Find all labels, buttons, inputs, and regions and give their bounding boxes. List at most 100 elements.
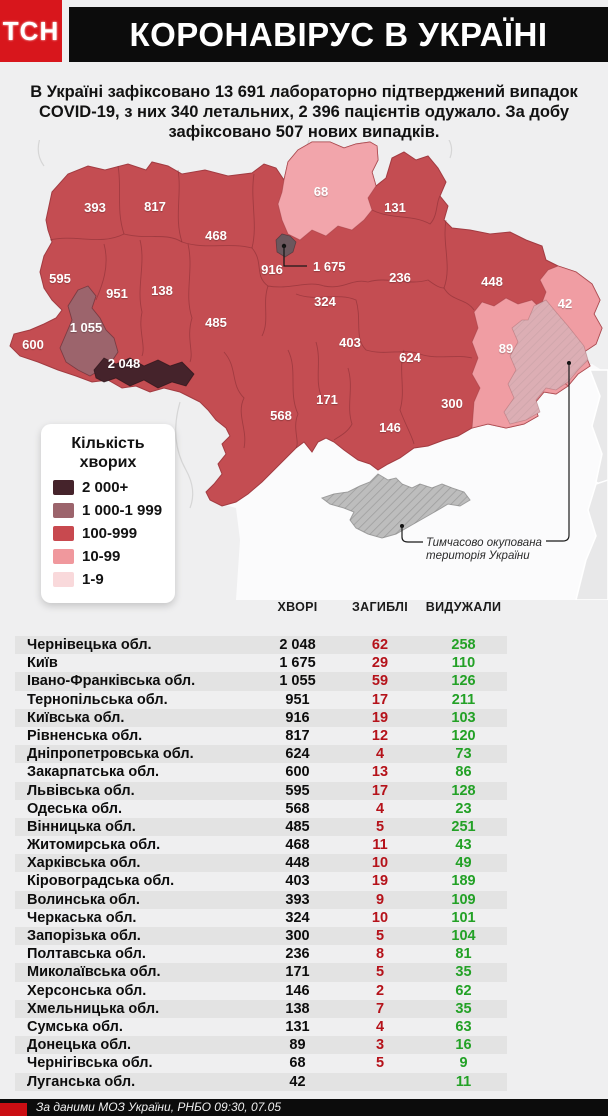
cell-sick: 138 <box>285 1000 310 1017</box>
table-header-sick: ХВОРІ <box>277 600 318 614</box>
legend-swatch <box>53 549 74 564</box>
cell-dead: 59 <box>371 673 389 690</box>
cell-region: Дніпропетровська обл. <box>27 746 194 763</box>
cell-dead: 19 <box>371 873 389 890</box>
occupied-note-line2: територія України <box>426 550 530 562</box>
cell-region: Полтавська обл. <box>27 946 146 963</box>
table-row: Херсонська обл. 146 2 62 <box>15 982 507 1000</box>
table-row: Івано-Франківська обл. 1 055 59 126 <box>15 672 507 691</box>
cell-recovered: 258 <box>451 637 476 653</box>
region-value-volynska: 393 <box>84 200 106 215</box>
cell-region: Рівненська обл. <box>27 727 143 744</box>
cell-sick: 131 <box>285 1018 310 1035</box>
table-header-recovered: ВИДУЖАЛИ <box>425 600 502 614</box>
cell-recovered: 110 <box>451 655 476 672</box>
cell-sick: 146 <box>285 982 310 999</box>
cell-sick: 2 048 <box>279 637 316 653</box>
cell-dead: 4 <box>375 800 385 817</box>
cell-recovered: 211 <box>451 691 476 708</box>
map-legend: Кількість хворих 2 000+ 1 000-1 999 100-99… <box>41 424 175 603</box>
table-row: Львівська обл. 595 17 128 <box>15 781 507 800</box>
legend-item: 1-9 <box>53 571 175 588</box>
cell-recovered: 62 <box>455 982 472 999</box>
cell-region: Луганська обл. <box>27 1073 136 1090</box>
table-row: Хмельницька обл. 138 7 35 <box>15 999 507 1018</box>
region-value-zaporizka: 300 <box>441 396 463 411</box>
cell-dead: 17 <box>371 782 389 799</box>
legend-swatch <box>53 503 74 518</box>
cell-sick: 324 <box>285 909 310 926</box>
region-value-dnipropetrovska: 624 <box>399 350 421 365</box>
page-title: КОРОНАВІРУС В УКРАЇНІ <box>129 15 548 53</box>
cell-recovered: 189 <box>451 873 476 890</box>
cell-region: Чернівецька обл. <box>27 637 152 653</box>
map-svg: Тимчасово окупована територія України 39… <box>9 140 608 600</box>
table-row: Запорізька обл. 300 5 104 <box>15 927 507 946</box>
region-value-zhytomyrska: 468 <box>205 228 227 243</box>
table-row: Житомирська обл. 468 11 43 <box>15 836 507 854</box>
cell-dead: 4 <box>375 746 385 763</box>
occupied-donbas-hatch <box>504 300 588 424</box>
cell-recovered: 9 <box>459 1055 468 1072</box>
legend-label: 1-9 <box>82 571 104 588</box>
cell-sick: 448 <box>285 855 310 872</box>
crimea <box>320 473 471 539</box>
cell-sick: 171 <box>285 964 310 981</box>
russia-land <box>575 369 608 600</box>
cell-sick: 485 <box>285 818 310 835</box>
table-row: Вінницька обл. 485 5 251 <box>15 817 507 837</box>
legend-swatch <box>53 572 74 587</box>
region-value-sumska: 131 <box>384 200 406 215</box>
cell-region: Вінницька обл. <box>27 818 136 835</box>
region-value-cherkaska: 324 <box>314 294 336 309</box>
footer-source: За даними МОЗ України, РНБО 09:30, 07.05 <box>36 1100 281 1114</box>
cell-dead: 9 <box>375 891 385 908</box>
kyiv-connector-line <box>283 246 307 267</box>
tsn-logo-text: ТСН <box>2 15 60 46</box>
cell-region: Донецька обл. <box>27 1037 132 1054</box>
cell-sick: 817 <box>285 727 310 744</box>
region-value-ternopilska: 951 <box>106 286 128 301</box>
legend-item: 1 000-1 999 <box>53 502 175 519</box>
table-row: Волинська обл. 393 9 109 <box>15 890 507 909</box>
cell-sick: 600 <box>285 764 310 781</box>
table-header-row: ХВОРІ ЗАГИБЛІ ВИДУЖАЛИ <box>15 600 507 626</box>
cell-sick: 89 <box>289 1037 306 1054</box>
table-row: Харківська обл. 448 10 49 <box>15 854 507 873</box>
table-row: Київська обл. 916 19 103 <box>15 708 507 727</box>
cell-sick: 624 <box>285 746 310 763</box>
region-value-khmelnytska: 138 <box>151 283 173 298</box>
table-row: Донецька обл. 89 3 16 <box>15 1036 507 1055</box>
cell-dead: 5 <box>375 1055 385 1072</box>
table-header-dead: ЗАГИБЛІ <box>352 600 408 614</box>
cell-dead: 62 <box>371 637 389 653</box>
legend-item: 10-99 <box>53 548 175 565</box>
cell-region: Львівська обл. <box>27 782 135 799</box>
cell-recovered: 73 <box>455 746 472 763</box>
cell-sick: 916 <box>285 709 310 726</box>
table-row: Тернопільська обл. 951 17 211 <box>15 691 507 709</box>
cell-region: Закарпатська обл. <box>27 764 160 781</box>
ukraine-map: Тимчасово окупована територія України 39… <box>0 140 608 603</box>
legend-label: 1 000-1 999 <box>82 502 163 519</box>
cell-region: Кіровоградська обл. <box>27 873 175 890</box>
cell-dead: 11 <box>372 837 388 854</box>
cell-region: Чернігівська обл. <box>27 1055 153 1072</box>
cell-dead: 19 <box>371 709 389 726</box>
cell-recovered: 109 <box>451 891 476 908</box>
cell-region: Івано-Франківська обл. <box>27 673 196 690</box>
cell-sick: 42 <box>289 1073 306 1090</box>
cell-region: Хмельницька обл. <box>27 1000 160 1017</box>
cell-sick: 1 675 <box>279 655 316 672</box>
cell-recovered: 103 <box>451 709 476 726</box>
table-row: Київ 1 675 29 110 <box>15 654 507 672</box>
cell-dead: 5 <box>375 928 385 944</box>
cell-region: Харківська обл. <box>27 855 141 872</box>
cell-recovered: 63 <box>455 1018 472 1035</box>
header: ТСН КОРОНАВІРУС В УКРАЇНІ <box>0 0 608 62</box>
region-labels: 393 817 468 68 131 595 951 138 916 1 675 236 448 42 6… <box>22 184 572 435</box>
cell-sick: 393 <box>285 891 310 908</box>
legend-swatch <box>53 480 74 495</box>
cell-dead: 10 <box>371 909 389 926</box>
region-value-odeska: 568 <box>270 408 292 423</box>
